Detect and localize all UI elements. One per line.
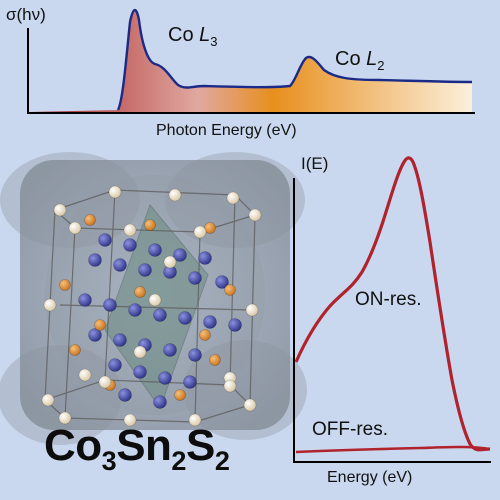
absorption-plot [27, 8, 475, 114]
cobalt-atom [188, 271, 202, 285]
cobalt-atom [188, 348, 202, 362]
sulfur-atom [148, 293, 162, 307]
sulfur-atom [41, 393, 55, 407]
cobalt-atom [78, 293, 92, 307]
cobalt-atom [183, 375, 197, 389]
formula-s: S [185, 421, 215, 470]
tin-atom [209, 354, 221, 366]
sulfur-atom [245, 303, 259, 317]
sulfur-atom [108, 185, 122, 199]
sulfur-atom [223, 379, 237, 393]
cobalt-atom [148, 243, 162, 257]
sulfur-atom [163, 255, 177, 269]
sulfur-atom [58, 411, 72, 425]
emission-x-label: Energy (eV) [327, 469, 413, 486]
formula-s-sub: 2 [214, 446, 230, 476]
cobalt-atom [108, 358, 122, 372]
cobalt-atom [228, 318, 242, 332]
cobalt-atom [153, 308, 167, 322]
cobalt-atom [88, 328, 102, 342]
co-l3-label: Co L3 [168, 24, 218, 49]
formula-sn: Sn [116, 421, 172, 470]
cobalt-atom [113, 333, 127, 347]
cobalt-atom [215, 275, 229, 289]
formula-sn-sub: 2 [171, 446, 186, 476]
atoms [41, 185, 262, 427]
tin-atom [69, 344, 81, 356]
absorption-x-label: Photon Energy (eV) [156, 122, 297, 139]
sulfur-atom [98, 375, 112, 389]
cobalt-atom [158, 371, 172, 385]
chemical-formula: Co3Sn2S2 [44, 421, 230, 475]
tin-atom [59, 279, 71, 291]
emission-plot [293, 156, 491, 463]
sulfur-atom [226, 191, 240, 205]
cobalt-atom [163, 343, 177, 357]
sulfur-atom [193, 225, 207, 239]
sulfur-atom [123, 413, 137, 427]
absorption-y-label: σ(hν) [6, 5, 46, 24]
cobalt-atom [153, 395, 167, 409]
cobalt-atom [113, 258, 127, 272]
sulfur-atom [43, 298, 57, 312]
co-l2-label: Co L2 [335, 48, 385, 73]
sulfur-atom [133, 345, 147, 359]
cobalt-atom [198, 251, 212, 265]
cobalt-atom [133, 365, 147, 379]
tin-atom [84, 214, 96, 226]
on-res-label: ON-res. [355, 289, 422, 310]
tin-atom [199, 329, 211, 341]
cobalt-atom [138, 263, 152, 277]
off-res-curve [295, 445, 491, 454]
cobalt-atom [98, 233, 112, 247]
formula-co: Co [44, 421, 102, 470]
cobalt-atom [88, 253, 102, 267]
sulfur-atom [68, 221, 82, 235]
cobalt-atom [173, 248, 187, 262]
off-res-label: OFF-res. [312, 419, 388, 440]
formula-co-sub: 3 [101, 446, 117, 476]
sulfur-atom [78, 368, 92, 382]
sulfur-atom [53, 203, 67, 217]
cobalt-atom [203, 315, 217, 329]
cobalt-atom [103, 298, 117, 312]
cobalt-atom [118, 388, 132, 402]
on-res-curve [294, 156, 491, 452]
emission-y-label: I(E) [301, 154, 329, 173]
cobalt-atom [178, 311, 192, 325]
cobalt-atom [123, 238, 137, 252]
sulfur-atom [188, 413, 202, 427]
cobalt-atom [128, 303, 142, 317]
tin-atom [224, 284, 236, 296]
sulfur-atom [243, 398, 257, 412]
tin-atom [144, 219, 156, 231]
absorption-fill [30, 10, 472, 113]
tin-atom [134, 286, 146, 298]
tin-atom [174, 389, 186, 401]
crystal-structure [0, 152, 307, 445]
tin-atom [94, 319, 106, 331]
sulfur-atom [123, 223, 137, 237]
sulfur-atom [248, 208, 262, 222]
tin-atom [204, 222, 216, 234]
sulfur-atom [168, 188, 182, 202]
absorption-line [116, 8, 473, 111]
